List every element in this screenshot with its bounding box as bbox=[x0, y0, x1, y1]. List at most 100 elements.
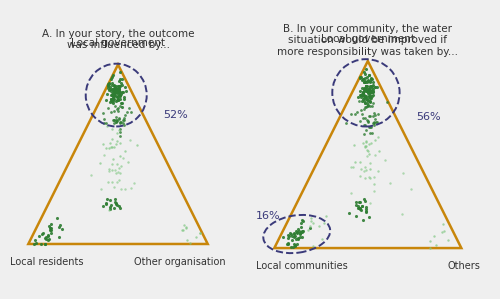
Point bbox=[364, 113, 372, 118]
Text: Local residents: Local residents bbox=[10, 257, 84, 266]
Point bbox=[115, 92, 123, 97]
Point bbox=[365, 73, 373, 77]
Point bbox=[106, 85, 114, 89]
Point bbox=[360, 144, 368, 149]
Point bbox=[105, 81, 113, 86]
Point bbox=[356, 94, 364, 99]
Point bbox=[113, 117, 121, 122]
Point bbox=[116, 93, 124, 97]
Point bbox=[124, 160, 132, 165]
Point bbox=[112, 200, 120, 205]
Point bbox=[284, 240, 292, 245]
Point bbox=[362, 144, 370, 149]
Point bbox=[286, 231, 294, 236]
Point bbox=[366, 77, 374, 82]
Point bbox=[369, 92, 377, 97]
Point bbox=[114, 166, 122, 171]
Point bbox=[196, 231, 204, 235]
Point bbox=[114, 91, 122, 96]
Point bbox=[346, 211, 354, 216]
Point bbox=[108, 92, 116, 97]
Point bbox=[42, 235, 50, 239]
Point bbox=[126, 138, 134, 143]
Point bbox=[360, 196, 368, 201]
Point bbox=[47, 221, 55, 226]
Point bbox=[362, 83, 370, 88]
Point bbox=[370, 182, 378, 187]
Point bbox=[308, 216, 316, 220]
Point bbox=[110, 86, 118, 91]
Point bbox=[356, 75, 364, 80]
Point bbox=[362, 87, 370, 92]
Point bbox=[359, 217, 367, 222]
Point bbox=[362, 83, 370, 88]
Point bbox=[115, 204, 123, 208]
Point bbox=[371, 112, 379, 117]
Point bbox=[182, 225, 190, 229]
Point bbox=[369, 83, 377, 87]
Point bbox=[56, 223, 64, 228]
Point bbox=[120, 118, 128, 123]
Point bbox=[364, 79, 372, 84]
Point bbox=[44, 237, 52, 242]
Point bbox=[347, 165, 355, 170]
Point bbox=[354, 95, 362, 100]
Point bbox=[439, 221, 447, 226]
Point bbox=[112, 118, 120, 122]
Point bbox=[293, 241, 301, 246]
Text: 52%: 52% bbox=[163, 110, 188, 120]
Point bbox=[122, 109, 130, 114]
Point bbox=[116, 84, 124, 89]
Point bbox=[366, 99, 374, 104]
Point bbox=[30, 241, 38, 246]
Point bbox=[104, 83, 112, 88]
Point bbox=[356, 199, 364, 204]
Point bbox=[296, 231, 304, 236]
Point bbox=[356, 206, 364, 211]
Point bbox=[100, 152, 108, 157]
Point bbox=[106, 100, 114, 105]
Point bbox=[111, 88, 119, 93]
Point bbox=[371, 84, 379, 89]
Point bbox=[121, 187, 129, 192]
Point bbox=[369, 89, 377, 94]
Point bbox=[365, 174, 373, 179]
Point bbox=[112, 88, 120, 92]
Point bbox=[180, 222, 188, 227]
Point bbox=[373, 120, 381, 124]
Point bbox=[369, 121, 377, 126]
Point bbox=[362, 79, 370, 84]
Point bbox=[108, 81, 116, 86]
Point bbox=[38, 232, 46, 237]
Point bbox=[364, 90, 372, 95]
Point bbox=[365, 125, 373, 130]
Point bbox=[108, 144, 116, 149]
Point bbox=[125, 106, 133, 110]
Point bbox=[116, 134, 124, 138]
Point bbox=[290, 231, 298, 236]
Point bbox=[108, 167, 116, 172]
Point bbox=[367, 89, 375, 93]
Point bbox=[294, 231, 302, 235]
Point bbox=[368, 76, 376, 81]
Point bbox=[357, 75, 365, 80]
Point bbox=[320, 220, 328, 225]
Point bbox=[366, 78, 374, 83]
Point bbox=[114, 86, 122, 91]
Point bbox=[358, 98, 366, 103]
Point bbox=[116, 129, 124, 134]
Point bbox=[364, 120, 372, 124]
Point bbox=[112, 120, 120, 124]
Point bbox=[288, 234, 296, 239]
Point bbox=[360, 97, 368, 102]
Point bbox=[35, 234, 43, 239]
Point bbox=[291, 234, 299, 239]
Point bbox=[360, 98, 368, 103]
Point bbox=[307, 219, 315, 224]
Point bbox=[365, 88, 373, 92]
Point bbox=[106, 198, 114, 202]
Point bbox=[116, 170, 124, 175]
Point bbox=[115, 116, 123, 120]
Point bbox=[109, 117, 117, 122]
Point bbox=[112, 103, 120, 108]
